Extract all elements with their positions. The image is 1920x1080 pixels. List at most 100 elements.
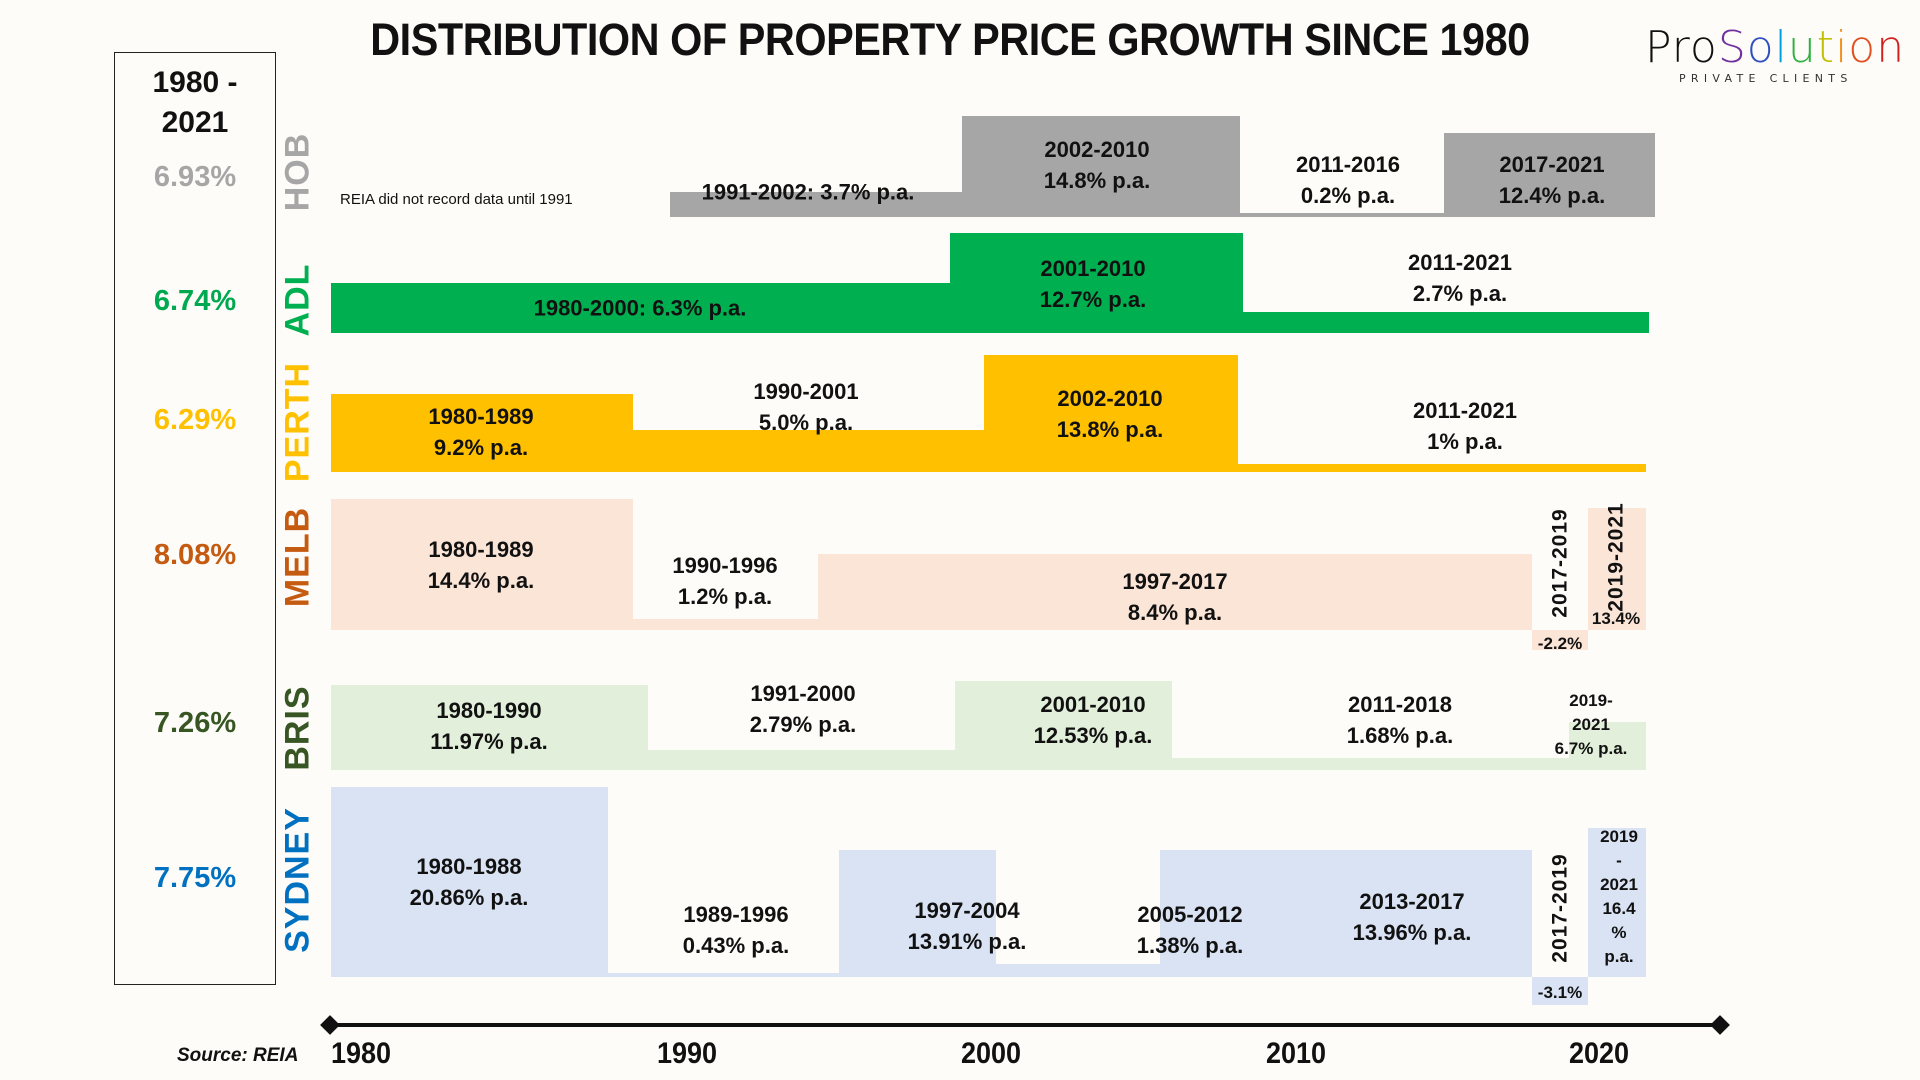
data-label-period: 2002-2010 (1044, 137, 1150, 162)
data-label-growth: 14.4% p.a. (427, 568, 535, 593)
summary-heading: 1980 - 2021 (115, 63, 275, 143)
data-label-perth-1980-1989: 1980-1989 9.2% p.a. (428, 401, 533, 463)
summary-box: 1980 - 2021 6.93% 6.74% 6.29% 8.08% 7.26% 7.7… (114, 52, 276, 985)
city-label-sydney: SYDNEY (278, 807, 317, 953)
summary-heading-line1: 1980 - (152, 66, 238, 99)
data-label-line: 6.7% p.a. (1554, 739, 1628, 758)
logo-part: i (1835, 22, 1849, 73)
bar-adl-2011-2021 (1242, 311, 1650, 333)
data-label-growth: 9.2% p.a. (433, 435, 529, 460)
logo-part: S (1717, 22, 1747, 73)
data-label-period: 1980-1990 (436, 698, 542, 723)
bar-sydney-2019-2021 (1587, 827, 1647, 977)
summary-value-perth: 6.29% (153, 404, 237, 436)
logo-part: u (1787, 22, 1817, 73)
summary-value-bris: 7.26% (153, 707, 237, 739)
bar-melb-1990-1996 (632, 619, 818, 630)
bar-sydney-2005-2012 (996, 964, 1160, 977)
data-label-hob-2011-2016: 2011-2016 0.2% p.a. (1296, 149, 1400, 211)
prosolution-logo: ProSolution PRIVATE CLIENTS (1645, 22, 1904, 92)
data-label-period: 2017-2019 (1548, 508, 1572, 618)
data-label-line: 2021 (1572, 715, 1610, 734)
data-label-period: 2013-2017 (1359, 889, 1465, 914)
logo-part: n (1876, 22, 1906, 73)
data-label-period: 1997-2017 (1122, 569, 1228, 594)
data-label-growth: 1% p.a. (1427, 429, 1503, 454)
data-label-period: 2001-2010 (1040, 256, 1146, 281)
x-tick-label-2020: 2020 (1568, 1037, 1630, 1070)
data-label-period: 2019-2021 (1604, 502, 1628, 612)
data-label-hob-2002-2010: 2002-2010 14.8% p.a. (1044, 134, 1150, 196)
data-label-bris-1991-2000: 1991-2000 2.79% p.a. (750, 678, 856, 740)
bar-bris-2019-2021 (1569, 722, 1647, 770)
data-label-line: % (1611, 923, 1627, 942)
data-label-growth: 12.7% p.a. (1039, 287, 1147, 312)
bar-adl-1980-2000 (331, 283, 951, 333)
bar-sydney-1997-2004 (839, 850, 997, 977)
data-label-growth: 0.43% p.a. (682, 933, 790, 958)
summary-value-hob: 6.93% (153, 161, 237, 193)
bar-sydney-2013-2017 (1159, 849, 1533, 977)
bar-sydney-1989-1996 (608, 973, 840, 977)
data-label-growth: 12.53% p.a. (1033, 723, 1153, 748)
city-label-perth: PERTH (278, 361, 317, 483)
data-label-sydney-2013-2017: 2013-2017 13.96% p.a. (1353, 886, 1472, 948)
data-label-growth: 20.86% p.a. (409, 885, 529, 910)
bar-bris-2011-2018 (1171, 758, 1570, 770)
hobart-data-note: REIA did not record data until 1991 (340, 191, 573, 208)
bar-bris-1980-1990 (331, 685, 649, 770)
data-label-bris-2019-2021: 2019- 2021 6.7% p.a. (1555, 689, 1628, 761)
data-label-growth: 0.2% p.a. (1300, 183, 1396, 208)
data-label-period: 1990-2001 (753, 379, 859, 404)
bar-perth-2002-2010 (983, 354, 1239, 472)
logo-part: o (1848, 22, 1877, 73)
bar-perth-1990-2001 (632, 429, 984, 472)
data-label-sydney-1989-1996: 1989-1996 0.43% p.a. (683, 899, 789, 961)
data-label-sydney-2017-2019: 2017-2019 (1545, 853, 1576, 962)
data-label-growth: 11.97% p.a. (430, 729, 548, 754)
data-label-period: 1997-2004 (914, 898, 1020, 923)
axis-left-arrow-icon (320, 1015, 340, 1035)
data-label-line: 2019- (1569, 691, 1613, 710)
x-tick-label-2000: 2000 (960, 1037, 1022, 1070)
bar-hob-2017-2021 (1444, 132, 1656, 217)
data-label-period: 1989-1996 (683, 902, 789, 927)
data-label-period: 1980-1988 (416, 854, 522, 879)
summary-value-sydney: 7.75% (153, 862, 237, 894)
data-label-adl-1980-2000: 1980-2000: 6.3% p.a. (534, 293, 747, 324)
data-label-melb-1997-2017: 1997-2017 8.4% p.a. (1122, 566, 1227, 628)
data-label-melb-1990-1996: 1990-1996 1.2% p.a. (672, 550, 777, 612)
data-label-adl-2011-2021: 2011-2021 2.7% p.a. (1408, 247, 1512, 309)
bar-melb-2017-2019 (1532, 630, 1588, 651)
data-label-period: 2011-2021 (1413, 398, 1517, 423)
bar-perth-1980-1989 (331, 393, 633, 472)
x-axis-line (330, 1023, 1720, 1027)
logo-part: o (1746, 22, 1775, 73)
data-label-growth: 8.4% p.a. (1127, 600, 1223, 625)
bar-hob-1991-2002 (669, 191, 963, 217)
data-label-growth-sydney-2017-2019: -3.1% (1537, 983, 1583, 1002)
data-label-sydney-1997-2004: 1997-2004 13.91% p.a. (908, 895, 1027, 957)
data-label-adl-2001-2010: 2001-2010 12.7% p.a. (1040, 253, 1146, 315)
data-label-perth-2011-2021: 2011-2021 1% p.a. (1413, 395, 1517, 457)
data-label-line: p.a. (1604, 947, 1634, 966)
logo-part: t (1816, 22, 1836, 73)
data-label-line: - (1616, 851, 1622, 870)
data-label-growth: 2.7% p.a. (1412, 281, 1508, 306)
data-label-bris-2001-2010: 2001-2010 12.53% p.a. (1034, 689, 1153, 751)
data-label-growth: 14.8% p.a. (1043, 168, 1151, 193)
x-tick-label-2010: 2010 (1265, 1037, 1327, 1070)
data-label-period: 1991-2000 (750, 681, 856, 706)
data-label-period: 2005-2012 (1137, 902, 1243, 927)
data-label-growth: 2.79% p.a. (749, 712, 857, 737)
data-label-period: 2011-2021 (1408, 250, 1512, 275)
bar-melb-1997-2017 (817, 553, 1533, 630)
data-label-growth: 1.38% p.a. (1136, 933, 1244, 958)
data-label-period: 2017-2019 (1548, 853, 1572, 963)
data-label-period: 2001-2010 (1040, 692, 1146, 717)
data-label-growth: 13.96% p.a. (1352, 920, 1472, 945)
data-label-sydney-2005-2012: 2005-2012 1.38% p.a. (1137, 899, 1243, 961)
bar-adl-2001-2010 (950, 232, 1243, 333)
bar-perth-2011-2021 (1238, 463, 1647, 472)
data-label-growth-melb-2017-2019: -2.2% (1537, 634, 1583, 653)
